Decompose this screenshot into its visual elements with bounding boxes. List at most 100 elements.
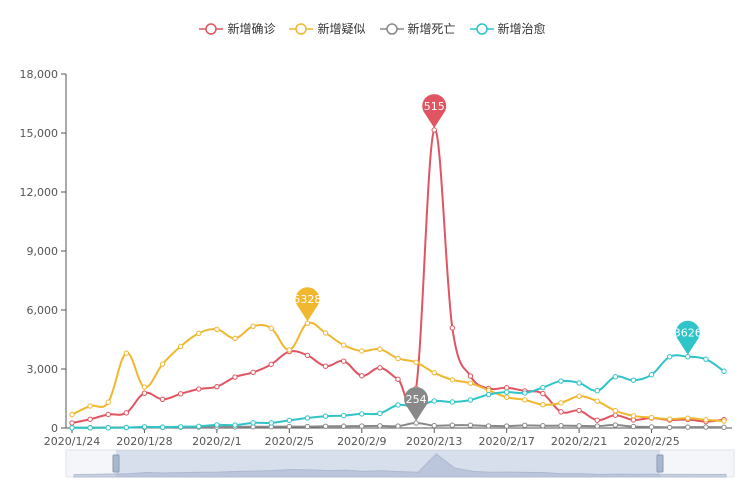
mark-point-pin[interactable] [295,287,320,322]
data-point[interactable] [268,361,274,368]
data-point[interactable] [177,343,184,350]
data-point[interactable] [540,423,546,429]
data-point[interactable] [449,422,456,428]
data-point[interactable] [503,423,510,429]
legend-item-deaths[interactable]: 新增死亡 [379,20,456,37]
data-point[interactable] [449,325,456,331]
mark-point-pin[interactable] [422,94,447,129]
data-point[interactable] [105,399,111,405]
data-point[interactable] [340,423,347,429]
data-point[interactable] [214,326,220,332]
data-point[interactable] [395,355,401,362]
data-point[interactable] [359,348,365,354]
data-point[interactable] [395,402,401,408]
data-point[interactable] [467,380,474,386]
data-point[interactable] [503,389,510,395]
data-point[interactable] [377,410,383,417]
data-point[interactable] [485,391,492,398]
data-point[interactable] [159,361,166,367]
data-point[interactable] [69,420,75,426]
data-point[interactable] [141,390,148,396]
data-point[interactable] [268,325,274,331]
data-point[interactable] [576,423,582,429]
data-point[interactable] [630,413,637,419]
data-point[interactable] [648,372,655,378]
data-point[interactable] [558,378,564,384]
data-point[interactable] [449,399,456,405]
data-point[interactable] [196,330,202,337]
data-point[interactable] [576,380,582,386]
data-point[interactable] [214,383,220,390]
data-point[interactable] [612,374,619,380]
data-point[interactable] [594,423,600,429]
data-point[interactable] [304,352,311,359]
data-point[interactable] [721,368,727,374]
data-point[interactable] [522,390,528,396]
legend-item-suspected[interactable]: 新增疑似 [289,20,366,37]
data-point[interactable] [322,413,329,419]
legend-item-recovered[interactable]: 新增治愈 [469,20,546,37]
data-point[interactable] [703,356,709,362]
data-point[interactable] [304,415,311,421]
data-point[interactable] [232,335,238,341]
data-point[interactable] [395,376,401,382]
data-point[interactable] [177,391,184,397]
data-point[interactable] [612,422,619,428]
data-point[interactable] [576,393,582,399]
data-point[interactable] [87,416,93,422]
data-point[interactable] [141,424,148,430]
zoom-window[interactable] [116,450,660,477]
zoom-handle[interactable] [656,454,664,473]
data-point[interactable] [250,420,256,426]
data-point[interactable] [594,417,600,423]
data-point[interactable] [503,385,510,391]
data-point[interactable] [359,373,365,379]
data-point[interactable] [540,390,546,397]
data-point[interactable] [576,407,582,414]
mark-point-pin[interactable] [675,320,700,355]
data-point[interactable] [594,398,600,404]
data-point[interactable] [413,420,419,426]
data-point[interactable] [304,423,311,430]
data-point[interactable] [377,365,383,371]
data-point[interactable] [685,353,691,360]
data-point[interactable] [612,412,619,418]
data-point[interactable] [612,407,619,414]
data-point[interactable] [322,330,329,336]
zoom-handle[interactable] [112,454,120,473]
data-point[interactable] [123,424,130,431]
data-point[interactable] [449,377,456,383]
data-point[interactable] [196,386,202,392]
data-point[interactable] [322,363,329,369]
data-point[interactable] [666,354,673,360]
data-point[interactable] [630,423,637,430]
data-point[interactable] [630,377,637,383]
data-point[interactable] [340,342,347,348]
data-zoom-slider[interactable] [65,449,735,478]
data-point[interactable] [69,425,75,431]
data-point[interactable] [431,398,437,404]
data-point[interactable] [250,323,256,329]
data-point[interactable] [395,423,401,429]
data-point[interactable] [558,422,564,429]
data-point[interactable] [105,411,111,418]
data-point[interactable] [322,423,329,430]
data-point[interactable] [666,424,673,431]
data-point[interactable] [177,424,184,430]
data-point[interactable] [286,417,293,424]
data-point[interactable] [268,420,274,426]
data-point[interactable] [540,384,546,391]
data-point[interactable] [431,370,437,376]
data-point[interactable] [250,369,256,376]
data-point[interactable] [703,424,709,430]
data-point[interactable] [232,374,238,380]
data-point[interactable] [105,425,111,431]
data-point[interactable] [540,401,546,408]
data-point[interactable] [648,424,655,430]
data-point[interactable] [359,423,365,429]
data-point[interactable] [340,358,347,364]
data-point[interactable] [522,397,528,403]
data-point[interactable] [340,412,347,419]
data-point[interactable] [467,422,474,428]
data-point[interactable] [467,397,474,403]
